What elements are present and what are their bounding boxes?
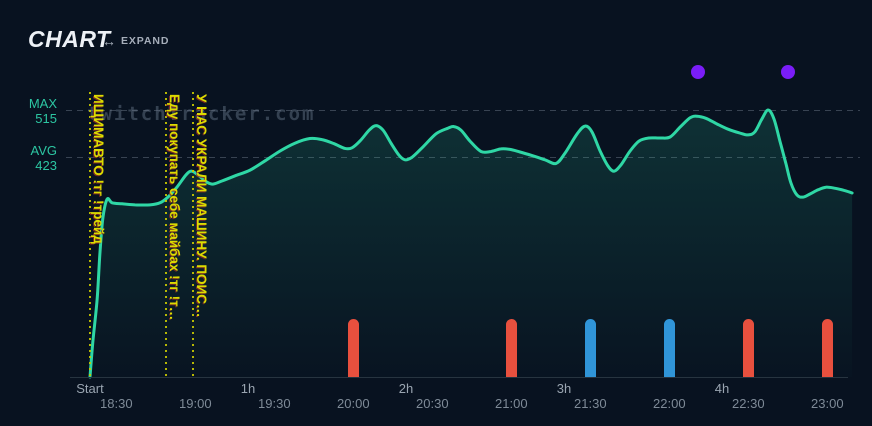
- time-tick-label: 20:00: [337, 396, 370, 411]
- time-tick-label: 21:00: [495, 396, 528, 411]
- event-marker-blue[interactable]: [663, 319, 675, 377]
- page-title: CHART: [28, 26, 111, 52]
- max-gridline: [66, 110, 860, 111]
- avg-value: 423: [35, 158, 57, 173]
- time-tick-label: 22:30: [732, 396, 765, 411]
- time-tick-label: 18:30: [100, 396, 133, 411]
- event-marker-red[interactable]: [347, 319, 359, 377]
- event-marker-red[interactable]: [742, 319, 754, 377]
- purple-event-dot[interactable]: [780, 65, 795, 79]
- annotation-text: У НАС УКРАЛИ МАШИНУ. ПОИС…: [193, 94, 209, 318]
- event-marker-red[interactable]: [505, 319, 517, 377]
- x-axis-line: [70, 377, 848, 378]
- y-axis-max-label: MAX 515: [0, 96, 57, 126]
- annotation-text: Еду покупать себе майбах !тг !т…: [167, 94, 183, 321]
- y-axis-avg-label: AVG 423: [0, 143, 58, 173]
- expand-button[interactable]: ↔ EXPAND: [102, 34, 169, 48]
- time-tick-label: 23:00: [811, 396, 844, 411]
- hour-tick-label: 1h: [240, 381, 256, 396]
- time-tick-label: 19:30: [258, 396, 291, 411]
- annotation-line[interactable]: [165, 92, 168, 377]
- avg-label: AVG: [30, 143, 58, 158]
- annotation-line[interactable]: [191, 92, 194, 377]
- max-value: 515: [35, 111, 57, 126]
- time-tick-label: 22:00: [653, 396, 686, 411]
- purple-event-dot[interactable]: [691, 65, 706, 79]
- watermark: twitchTracker.com: [87, 103, 316, 125]
- annotation-text: ИЩИМАВТО !тг !трейд: [91, 94, 106, 244]
- expand-button-label: EXPAND: [121, 35, 170, 47]
- viewer-area: [90, 110, 853, 377]
- time-tick-label: 21:30: [574, 396, 607, 411]
- time-tick-label: 20:30: [416, 396, 449, 411]
- viewer-line: [88, 108, 854, 379]
- hour-tick-label: 4h: [714, 381, 730, 396]
- left-right-arrow-icon: ↔: [102, 33, 116, 49]
- time-tick-label: 19:00: [179, 396, 212, 411]
- hour-tick-label: 2h: [398, 381, 414, 396]
- event-marker-red[interactable]: [821, 319, 833, 377]
- hour-tick-label: Start: [76, 381, 104, 396]
- hour-tick-label: 3h: [556, 381, 572, 396]
- event-marker-blue[interactable]: [584, 319, 596, 377]
- annotation-line[interactable]: [89, 92, 91, 377]
- max-label: MAX: [28, 96, 57, 111]
